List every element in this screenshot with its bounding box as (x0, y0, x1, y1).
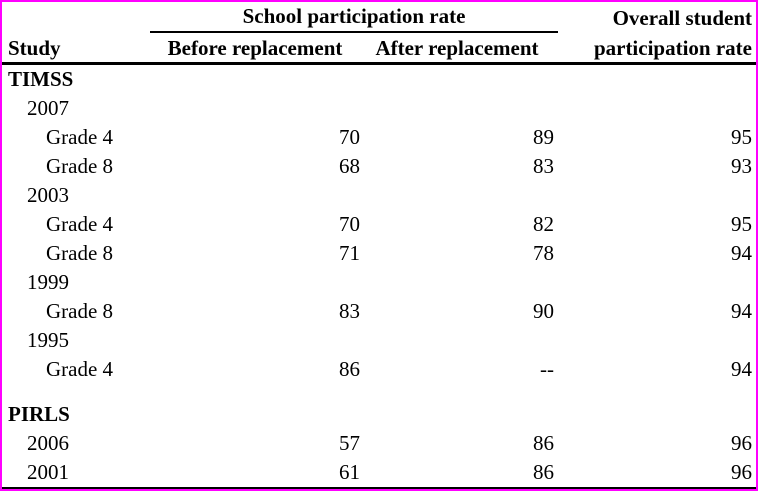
overall-student-value: 95 (731, 212, 752, 236)
header-row-columns: Study Before replacement After replaceme… (2, 33, 756, 65)
row-label: 2003 (27, 183, 69, 207)
row-label: Grade 8 (46, 241, 114, 265)
table-row: Grade 4 70 89 95 (2, 123, 756, 152)
table-row: 2007 (2, 94, 756, 123)
before-replacement-value: 57 (339, 431, 360, 455)
before-replacement-value (150, 326, 360, 355)
after-replacement-value: 89 (533, 125, 554, 149)
before-replacement-value (150, 65, 360, 94)
table-row: 2001 61 86 96 (2, 458, 756, 487)
after-replacement-value (360, 326, 558, 355)
before-replacement-value: 83 (339, 299, 360, 323)
before-replacement-value: 61 (339, 460, 360, 484)
row-label: Grade 4 (46, 357, 114, 381)
table-row: Grade 4 70 82 95 (2, 210, 756, 239)
before-replacement-value: 71 (339, 241, 360, 265)
row-label: PIRLS (8, 402, 70, 426)
overall-student-value (558, 268, 756, 297)
table-row: 2006 57 86 96 (2, 429, 756, 458)
overall-student-value: 96 (731, 431, 752, 455)
table-row: Grade 4 86 -- 94 (2, 355, 756, 384)
row-label: Grade 8 (46, 154, 114, 178)
before-replacement-value (150, 268, 360, 297)
overall-student-value (558, 181, 756, 210)
table-body: TIMSS 2007 Grade 4 70 89 95 Grade 8 68 83 93 2003 G… (2, 65, 756, 489)
before-replacement-value: 68 (339, 154, 360, 178)
table-row: 2003 (2, 181, 756, 210)
row-label: Grade 8 (46, 299, 114, 323)
overall-student-value: 95 (731, 125, 752, 149)
before-replacement-column-header: Before replacement (167, 36, 343, 60)
table-row: Grade 8 71 78 94 (2, 239, 756, 268)
after-replacement-value: 90 (533, 299, 554, 323)
after-replacement-value: 83 (533, 154, 554, 178)
overall-student-value (558, 326, 756, 355)
header-row-group: School participation rate Overall studen… (2, 2, 756, 33)
before-replacement-value (150, 94, 360, 123)
overall-student-value (558, 94, 756, 123)
after-replacement-value (360, 268, 558, 297)
row-label: Grade 4 (46, 125, 114, 149)
after-replacement-value: 86 (533, 431, 554, 455)
overall-student-value: 93 (731, 154, 752, 178)
table-header: School participation rate Overall studen… (2, 2, 756, 65)
row-label: 2001 (27, 460, 69, 484)
after-replacement-value: 78 (533, 241, 554, 265)
row-label: 1999 (27, 270, 69, 294)
overall-student-header-line2: participation rate (593, 36, 752, 60)
table-row: Grade 8 68 83 93 (2, 152, 756, 181)
before-replacement-value: 70 (339, 125, 360, 149)
table-row: 1995 (2, 326, 756, 355)
overall-student-value (558, 65, 756, 94)
table-row: 1999 (2, 268, 756, 297)
study-column-header: Study (8, 36, 61, 60)
table-row: PIRLS (2, 400, 756, 429)
after-replacement-value: 82 (533, 212, 554, 236)
before-replacement-value (150, 181, 360, 210)
after-replacement-value (360, 94, 558, 123)
row-label: Grade 4 (46, 212, 114, 236)
overall-student-value: 94 (731, 357, 752, 381)
overall-student-header-line1: Overall student (612, 6, 752, 30)
school-participation-group-header: School participation rate (150, 2, 558, 33)
spacer-row (2, 384, 756, 400)
after-replacement-column-header: After replacement (375, 36, 539, 60)
row-label: TIMSS (8, 67, 74, 91)
overall-student-value: 94 (731, 299, 752, 323)
after-replacement-value: 86 (533, 460, 554, 484)
table-row: Grade 8 83 90 94 (2, 297, 756, 326)
before-replacement-value: 86 (339, 357, 360, 381)
before-replacement-value: 70 (339, 212, 360, 236)
after-replacement-value (360, 65, 558, 94)
after-replacement-value: -- (540, 357, 554, 381)
after-replacement-value (360, 400, 558, 429)
overall-student-value (558, 400, 756, 429)
row-label: 2007 (27, 96, 69, 120)
overall-student-value: 96 (731, 460, 752, 484)
table-row: TIMSS (2, 65, 756, 94)
after-replacement-value (360, 181, 558, 210)
overall-student-value: 94 (731, 241, 752, 265)
row-label: 1995 (27, 328, 69, 352)
before-replacement-value (150, 400, 360, 429)
row-label: 2006 (27, 431, 69, 455)
